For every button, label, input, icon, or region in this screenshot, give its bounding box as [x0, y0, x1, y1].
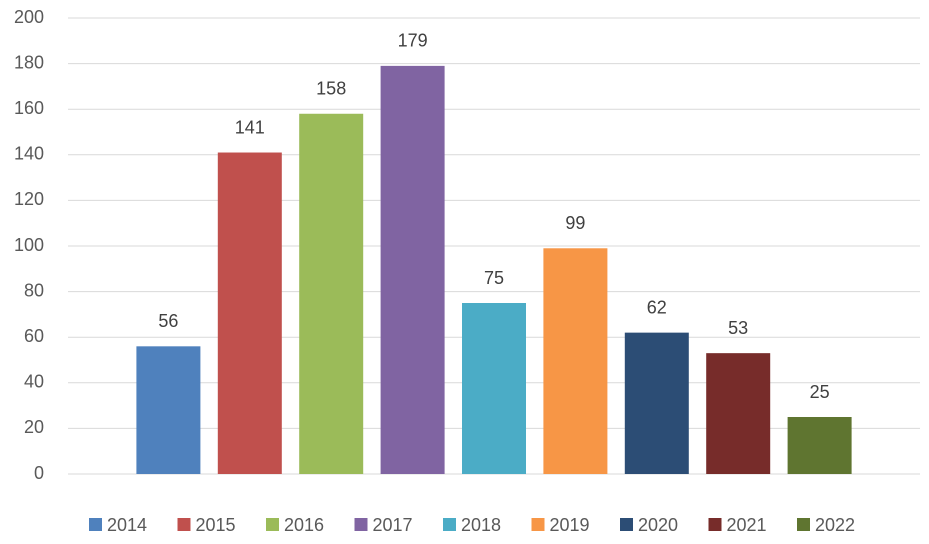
bar [787, 417, 852, 474]
data-label: 25 [810, 382, 830, 402]
y-tick-label: 180 [14, 52, 44, 72]
y-tick-label: 200 [14, 7, 44, 27]
y-tick-label: 40 [24, 372, 44, 392]
bar [462, 303, 526, 474]
legend-swatch [354, 518, 368, 531]
bar [543, 248, 608, 474]
data-label: 158 [316, 79, 346, 99]
legend-label: 2020 [638, 515, 678, 535]
y-tick-label: 0 [34, 463, 44, 483]
bar [380, 65, 445, 474]
data-label: 99 [565, 213, 585, 233]
legend-label: 2016 [284, 515, 324, 535]
legend-label: 2015 [196, 515, 236, 535]
legend-label: 2014 [107, 515, 147, 535]
legend-label: 2017 [373, 515, 413, 535]
data-label: 56 [158, 311, 178, 331]
bar [136, 346, 201, 474]
y-tick-label: 20 [24, 417, 44, 437]
y-tick-label: 160 [14, 98, 44, 118]
data-label: 75 [484, 268, 504, 288]
y-tick-label: 60 [24, 326, 44, 346]
y-tick-label: 100 [14, 235, 44, 255]
legend-swatch [797, 518, 810, 531]
legend-swatch [708, 518, 722, 531]
bar [299, 113, 364, 474]
data-label: 141 [235, 117, 265, 137]
legend-swatch [531, 518, 545, 531]
legend-swatch [620, 518, 633, 531]
y-tick-label: 140 [14, 144, 44, 164]
legend-label: 2022 [815, 515, 855, 535]
data-label: 179 [398, 31, 428, 51]
y-tick-label: 120 [14, 189, 44, 209]
legend-swatch [89, 518, 102, 531]
bar [706, 353, 771, 474]
y-tick-label: 80 [24, 280, 44, 300]
bar [217, 152, 282, 474]
legend-swatch [443, 518, 456, 531]
legend-swatch [177, 518, 191, 531]
legend-label: 2019 [550, 515, 590, 535]
legend-label: 2018 [461, 515, 501, 535]
bar [624, 332, 689, 474]
legend-label: 2021 [727, 515, 767, 535]
data-label: 62 [647, 297, 667, 317]
data-label: 53 [728, 318, 748, 338]
legend-swatch [266, 518, 279, 531]
